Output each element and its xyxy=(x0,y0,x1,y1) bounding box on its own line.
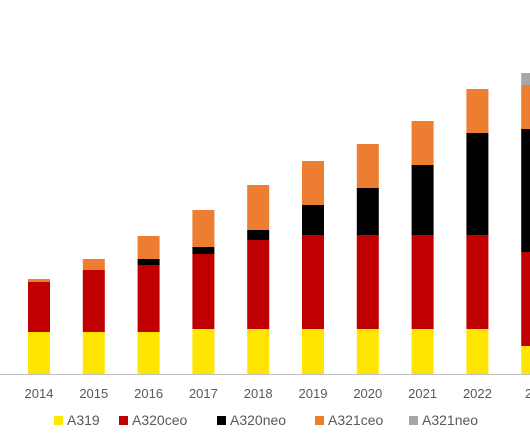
bar-segment-a320neo-2017 xyxy=(192,247,215,254)
bar-segment-a319-2018 xyxy=(247,329,270,374)
bar-segment-a321ceo-2020 xyxy=(356,144,379,188)
bar-segment-a319-2020 xyxy=(356,329,379,374)
bar-segment-a319-20 xyxy=(521,346,530,374)
bar-segment-a319-2016 xyxy=(137,332,160,374)
bar-segment-a321ceo-2014 xyxy=(28,279,50,282)
legend-label-a319: A319 xyxy=(67,412,100,428)
legend-swatch-a320neo xyxy=(217,416,226,425)
x-tick-label: 2015 xyxy=(79,386,108,401)
bar-segment-a320ceo-2020 xyxy=(356,235,379,329)
x-tick-label: 2020 xyxy=(353,386,382,401)
bar-segment-a319-2015 xyxy=(82,332,105,374)
bar-segment-a320ceo-20 xyxy=(521,252,530,346)
bar-segment-a320ceo-2016 xyxy=(137,265,160,332)
bar-segment-a321ceo-2021 xyxy=(411,121,434,165)
x-tick-label: 2022 xyxy=(463,386,492,401)
legend-swatch-a320ceo xyxy=(119,416,128,425)
bar-segment-a320ceo-2015 xyxy=(82,270,105,332)
bar-segment-a320neo-2016 xyxy=(137,259,160,265)
legend-label-a321neo: A321neo xyxy=(422,412,478,428)
legend-label-a320neo: A320neo xyxy=(230,412,286,428)
bar-segment-a319-2014 xyxy=(28,332,50,374)
bar-segment-a320neo-2018 xyxy=(247,230,270,240)
bar-segment-a321ceo-2017 xyxy=(192,210,215,247)
bar-segment-a319-2021 xyxy=(411,329,434,374)
bar-segment-a320ceo-2021 xyxy=(411,235,434,329)
bar-segment-a320ceo-2018 xyxy=(247,240,270,329)
legend-swatch-a321neo xyxy=(409,416,418,425)
bar-segment-a321ceo-2015 xyxy=(82,259,105,270)
bar-segment-a321ceo-2019 xyxy=(302,161,324,205)
x-tick-label: 2016 xyxy=(134,386,163,401)
bar-segment-a319-2022 xyxy=(466,329,489,374)
bar-segment-a321ceo-20 xyxy=(521,85,530,129)
bar-segment-a321ceo-2018 xyxy=(247,185,270,230)
bar-segment-a320neo-20 xyxy=(521,129,530,252)
x-tick-label: 2018 xyxy=(244,386,273,401)
bar-segment-a320ceo-2022 xyxy=(466,235,489,329)
bar-segment-a321ceo-2016 xyxy=(137,236,160,259)
bar-segment-a320neo-2020 xyxy=(356,188,379,235)
x-tick-label: 20 xyxy=(525,386,530,401)
legend-label-a321ceo: A321ceo xyxy=(328,412,383,428)
legend-swatch-a319 xyxy=(54,416,63,425)
bar-segment-a320ceo-2014 xyxy=(28,282,50,332)
x-tick-label: 2017 xyxy=(189,386,218,401)
legend-swatch-a321ceo xyxy=(315,416,324,425)
x-tick-label: 2014 xyxy=(25,386,54,401)
x-tick-label: 2021 xyxy=(408,386,437,401)
bar-segment-a320neo-2022 xyxy=(466,133,489,235)
legend-label-a320ceo: A320ceo xyxy=(132,412,187,428)
bar-segment-a320ceo-2017 xyxy=(192,254,215,329)
bar-segment-a320ceo-2019 xyxy=(302,235,324,329)
bar-segment-a319-2017 xyxy=(192,329,215,374)
bar-segment-a321neo-20 xyxy=(521,73,530,85)
x-tick-label: 2019 xyxy=(299,386,328,401)
bar-segment-a320neo-2019 xyxy=(302,205,324,235)
bar-segment-a319-2019 xyxy=(302,329,324,374)
bar-segment-a320neo-2021 xyxy=(411,165,434,235)
bar-segment-a321ceo-2022 xyxy=(466,89,489,133)
